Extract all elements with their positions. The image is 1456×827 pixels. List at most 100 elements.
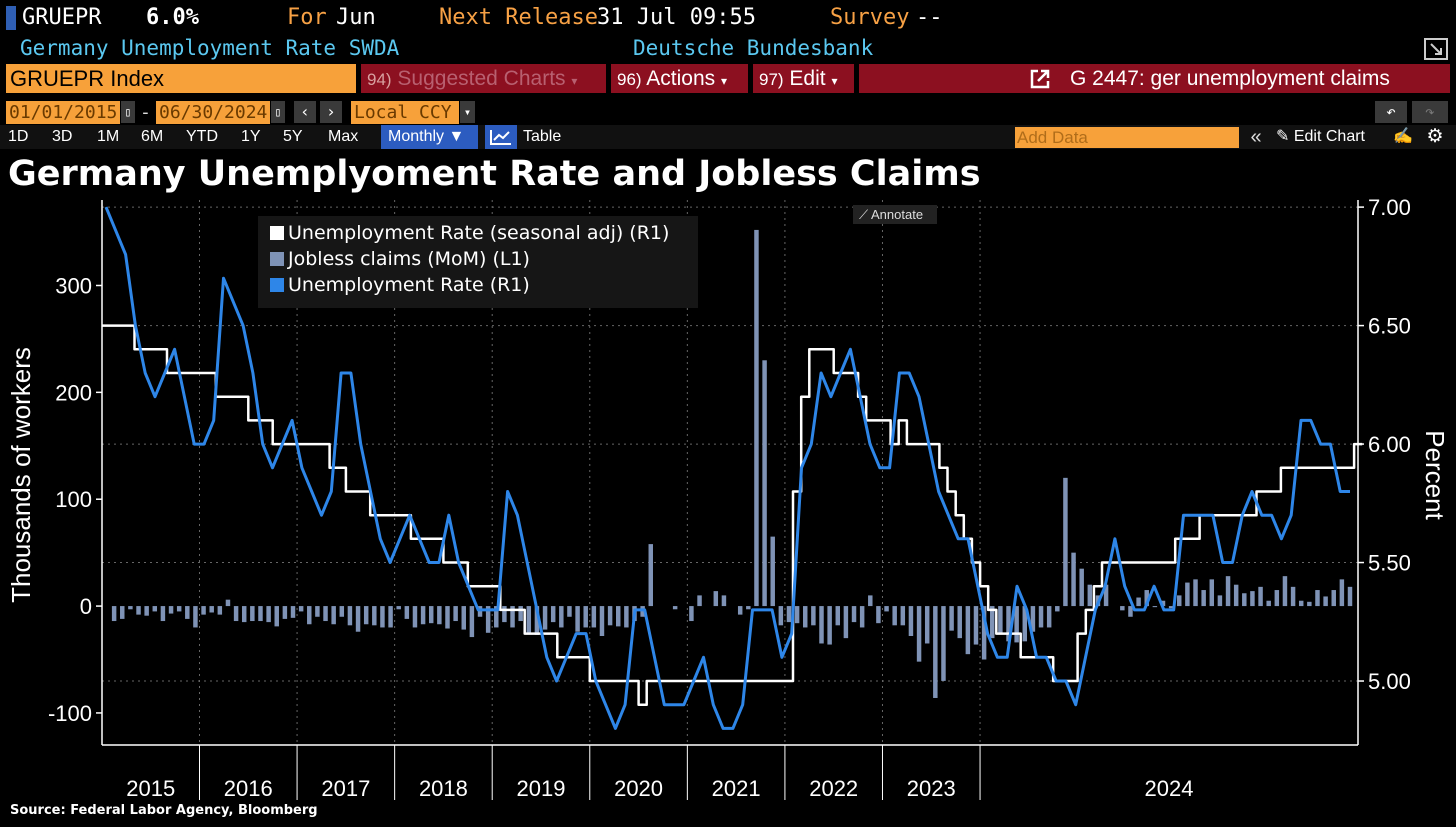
chevron-down-icon: ▾	[571, 74, 578, 88]
date-separator: -	[140, 102, 151, 123]
claims-bar	[933, 606, 938, 698]
claims-bar	[331, 606, 336, 625]
popout-icon[interactable]	[1424, 38, 1448, 60]
external-link-icon	[1029, 68, 1051, 98]
undo-icon[interactable]: ↶	[1375, 101, 1407, 123]
claims-bar	[1209, 579, 1215, 607]
currency-select[interactable]: Local CCY	[351, 101, 459, 124]
claims-bar	[241, 606, 247, 623]
range-1m[interactable]: 1M	[97, 128, 120, 145]
claims-bar	[225, 599, 231, 607]
claims-bar	[1217, 595, 1223, 607]
edit-button[interactable]: 97) Edit ▾	[753, 64, 854, 93]
series-name: Germany Unemployment Rate SWDA	[20, 36, 400, 60]
chevron-down-icon: ▾	[720, 74, 728, 88]
claims-bar	[274, 606, 279, 627]
suggested-charts-button[interactable]: 94) Suggested Charts ▾	[361, 64, 606, 93]
legend-swatch	[270, 252, 284, 266]
right-axis-title: Percent	[1420, 430, 1450, 520]
claims-bar	[152, 606, 158, 612]
chart-edit-icon[interactable]: ✍	[1393, 128, 1413, 145]
claims-bar	[1339, 579, 1345, 607]
start-date-field[interactable]: 01/01/2015	[6, 101, 120, 124]
claims-bar	[697, 595, 702, 607]
left-tick-label: 0	[80, 594, 92, 619]
claims-bar	[876, 606, 881, 624]
right-tick-label: 7.00	[1368, 195, 1411, 220]
redo-icon[interactable]: ↷	[1412, 101, 1448, 123]
forward-arrow-icon[interactable]: ›	[320, 101, 342, 123]
claims-bar	[607, 606, 613, 626]
range-5y[interactable]: 5Y	[283, 128, 303, 145]
end-date-field[interactable]: 06/30/2024	[156, 101, 270, 124]
claims-bar	[990, 606, 995, 639]
edit-num: 97)	[759, 70, 784, 89]
claims-bar	[973, 606, 979, 645]
claims-bar	[298, 606, 304, 612]
claims-bar	[420, 606, 426, 625]
claims-bar	[534, 606, 540, 635]
index-field[interactable]: GRUEPR Index	[6, 64, 356, 93]
range-ytd[interactable]: YTD	[186, 128, 218, 145]
right-tick-label: 5.00	[1368, 669, 1411, 694]
claims-bar	[924, 606, 930, 644]
claims-bar	[1331, 590, 1336, 607]
legend-swatch	[270, 226, 284, 240]
x-tick-label: 2019	[517, 776, 566, 800]
claims-bar	[819, 606, 824, 644]
claims-bar	[908, 606, 914, 636]
calendar-icon[interactable]: ▯	[121, 101, 135, 123]
claims-bar	[323, 606, 328, 622]
collapse-icon[interactable]: «	[1250, 126, 1262, 148]
claims-bar	[550, 606, 556, 623]
next-release-label: Next Release	[439, 5, 598, 30]
claims-bar	[1225, 576, 1231, 607]
claims-bar	[778, 606, 784, 626]
table-button[interactable]: Table	[523, 128, 562, 145]
x-tick-label: 2023	[907, 776, 956, 800]
claims-bar	[185, 606, 190, 619]
unemployment-line	[104, 206, 1350, 730]
left-tick-label: 200	[55, 380, 92, 405]
claims-bar	[1168, 606, 1174, 609]
right-tick-label: 6.50	[1368, 314, 1411, 339]
frequency-select[interactable]: Monthly ▼	[381, 125, 478, 149]
gear-icon[interactable]: ⚙	[1426, 126, 1444, 147]
actions-label: Actions	[646, 67, 716, 90]
calendar-icon[interactable]: ▯	[271, 101, 285, 123]
frequency-label: Monthly	[388, 128, 445, 145]
claims-bar	[1282, 576, 1288, 607]
range-3d[interactable]: 3D	[52, 128, 73, 145]
edit-chart-button[interactable]: ✎ Edit Chart	[1276, 125, 1365, 149]
range-6m[interactable]: 6M	[141, 128, 164, 145]
source-note: Source: Federal Labor Agency, Bloomberg	[10, 803, 318, 818]
claims-bar	[315, 606, 320, 617]
related-function-bar[interactable]: G 2447: ger unemployment claims	[859, 64, 1450, 93]
claims-bar	[1258, 586, 1263, 607]
claims-bar	[892, 606, 897, 626]
claims-bar	[307, 606, 312, 625]
range-1y[interactable]: 1Y	[241, 128, 261, 145]
claims-bar	[445, 606, 450, 629]
back-arrow-icon[interactable]: ‹	[294, 101, 316, 123]
chevron-down-icon[interactable]: ▾	[460, 101, 475, 123]
claims-bar	[412, 606, 418, 628]
claims-bar	[1038, 606, 1044, 628]
claims-bar	[542, 606, 548, 630]
claims-bar	[859, 606, 865, 628]
x-tick-label: 2018	[419, 776, 468, 800]
actions-button[interactable]: 96) Actions ▾	[611, 64, 748, 93]
range-1d[interactable]: 1D	[8, 128, 29, 145]
ticker-symbol[interactable]: GRUEPR	[22, 5, 102, 30]
claims-bar	[599, 606, 605, 636]
claims-bar	[1290, 586, 1296, 607]
claims-bar	[355, 606, 361, 632]
range-max[interactable]: Max	[328, 128, 359, 145]
x-tick-label: 2022	[809, 776, 858, 800]
add-data-input[interactable]: Add Data	[1015, 127, 1239, 148]
annotate-button[interactable]: ⟋ Annotate	[853, 205, 937, 224]
chevron-down-icon: ▼	[448, 128, 465, 145]
line-chart-icon[interactable]	[485, 125, 517, 149]
claims-bar	[1063, 477, 1068, 607]
claims-bar	[168, 606, 174, 614]
